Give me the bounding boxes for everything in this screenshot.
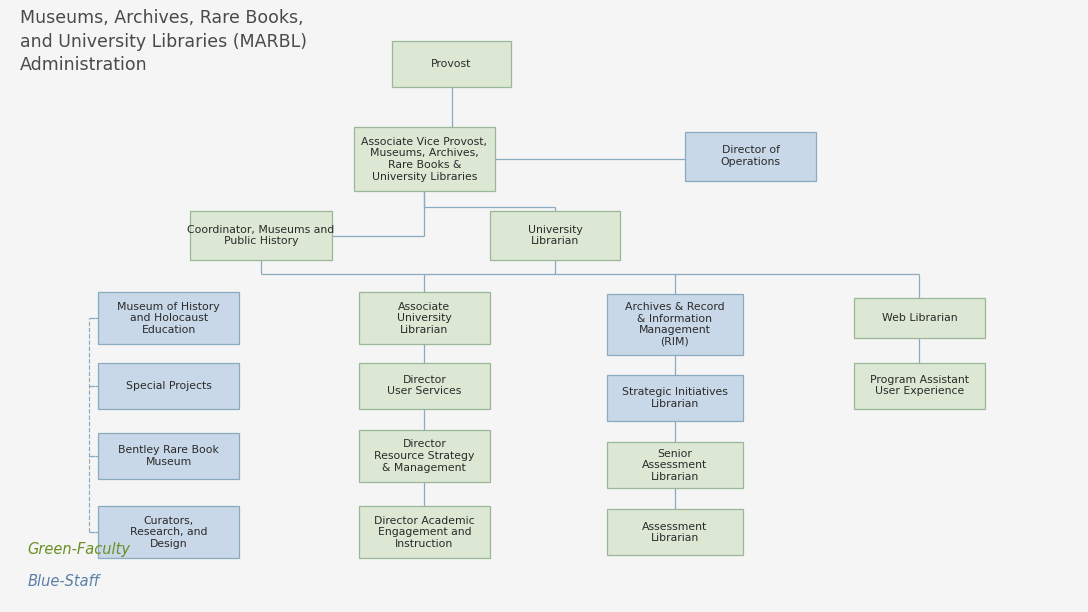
FancyBboxPatch shape: [685, 132, 816, 181]
FancyBboxPatch shape: [359, 430, 490, 482]
FancyBboxPatch shape: [359, 293, 490, 344]
Text: Director of
Operations: Director of Operations: [720, 145, 781, 167]
Text: Provost: Provost: [431, 59, 472, 69]
Text: Green-Faculty: Green-Faculty: [27, 542, 131, 557]
FancyBboxPatch shape: [98, 507, 239, 558]
FancyBboxPatch shape: [607, 509, 742, 556]
Text: Bentley Rare Book
Museum: Bentley Rare Book Museum: [119, 445, 219, 467]
Text: Coordinator, Museums and
Public History: Coordinator, Museums and Public History: [187, 225, 335, 247]
Text: Museum of History
and Holocaust
Education: Museum of History and Holocaust Educatio…: [118, 302, 220, 335]
FancyBboxPatch shape: [354, 127, 495, 191]
Text: Associate Vice Provost,
Museums, Archives,
Rare Books &
University Libraries: Associate Vice Provost, Museums, Archive…: [361, 136, 487, 182]
FancyBboxPatch shape: [98, 433, 239, 479]
FancyBboxPatch shape: [607, 375, 742, 421]
FancyBboxPatch shape: [359, 362, 490, 409]
Text: Strategic Initiatives
Librarian: Strategic Initiatives Librarian: [621, 387, 728, 409]
Text: Assessment
Librarian: Assessment Librarian: [642, 521, 707, 543]
Text: Director
User Services: Director User Services: [387, 375, 461, 397]
Text: Archives & Record
& Information
Management
(RIM): Archives & Record & Information Manageme…: [625, 302, 725, 347]
Text: Program Assistant
User Experience: Program Assistant User Experience: [870, 375, 968, 397]
Text: Web Librarian: Web Librarian: [881, 313, 957, 323]
FancyBboxPatch shape: [854, 299, 985, 338]
Text: Senior
Assessment
Librarian: Senior Assessment Librarian: [642, 449, 707, 482]
FancyBboxPatch shape: [607, 294, 742, 355]
FancyBboxPatch shape: [854, 362, 985, 409]
FancyBboxPatch shape: [359, 507, 490, 558]
Text: Associate
University
Librarian: Associate University Librarian: [397, 302, 452, 335]
FancyBboxPatch shape: [392, 42, 511, 87]
FancyBboxPatch shape: [490, 211, 620, 260]
FancyBboxPatch shape: [607, 442, 742, 488]
FancyBboxPatch shape: [190, 211, 332, 260]
Text: Curators,
Research, and
Design: Curators, Research, and Design: [129, 516, 208, 549]
FancyBboxPatch shape: [98, 293, 239, 344]
Text: Director
Resource Strategy
& Management: Director Resource Strategy & Management: [374, 439, 474, 472]
FancyBboxPatch shape: [98, 362, 239, 409]
Text: Blue-Staff: Blue-Staff: [27, 574, 99, 589]
Text: University
Librarian: University Librarian: [528, 225, 582, 247]
Text: Special Projects: Special Projects: [126, 381, 211, 390]
Text: Director Academic
Engagement and
Instruction: Director Academic Engagement and Instruc…: [374, 516, 474, 549]
Text: Museums, Archives, Rare Books,
and University Libraries (MARBL)
Administration: Museums, Archives, Rare Books, and Unive…: [20, 9, 307, 75]
